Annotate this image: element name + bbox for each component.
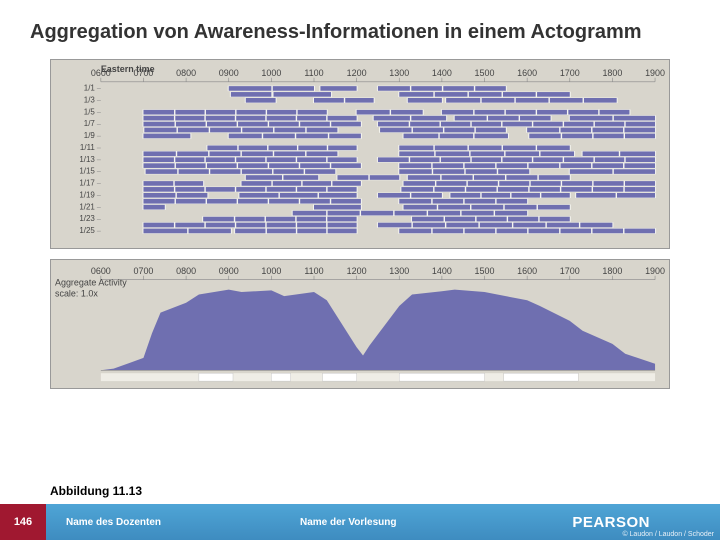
svg-text:1/21: 1/21	[79, 202, 95, 211]
svg-text:1500: 1500	[475, 266, 495, 276]
page-number: 146	[0, 504, 46, 540]
svg-text:1/19: 1/19	[79, 191, 95, 200]
svg-text:1/23: 1/23	[79, 214, 95, 223]
svg-text:1200: 1200	[347, 68, 367, 78]
svg-text:0900: 0900	[219, 266, 239, 276]
svg-text:1100: 1100	[304, 68, 323, 78]
lecturer-name: Name des Dozenten	[66, 517, 161, 528]
svg-text:1/3: 1/3	[84, 96, 96, 105]
svg-text:1700: 1700	[560, 68, 580, 78]
svg-text:1/15: 1/15	[79, 167, 95, 176]
svg-text:1900: 1900	[645, 68, 665, 78]
brand-logo: PEARSON	[572, 514, 650, 531]
footer-bar: 146 Name des Dozenten Name der Vorlesung…	[0, 504, 720, 540]
svg-text:1200: 1200	[347, 266, 367, 276]
svg-text:1000: 1000	[261, 266, 281, 276]
svg-text:1/13: 1/13	[79, 155, 95, 164]
figure-area: Eastern time0600070008000900100011001200…	[0, 54, 720, 478]
svg-text:0700: 0700	[133, 266, 153, 276]
svg-text:1900: 1900	[645, 266, 665, 276]
svg-text:1/11: 1/11	[80, 143, 96, 152]
svg-text:1500: 1500	[475, 68, 495, 78]
slide-root: Aggregation von Awareness-Informationen …	[0, 0, 720, 540]
svg-text:Aggregate Activity: Aggregate Activity	[55, 278, 127, 288]
svg-text:1300: 1300	[389, 266, 409, 276]
svg-text:0800: 0800	[176, 266, 196, 276]
svg-text:1/5: 1/5	[84, 107, 96, 116]
aggregate-panel: 0600 0700 0800 0900 1000 1100 1200 1300 1400 1500…	[50, 259, 670, 389]
svg-text:1300: 1300	[389, 68, 409, 78]
actogram-svg: Eastern time0600070008000900100011001200…	[51, 60, 669, 248]
svg-text:0600: 0600	[91, 266, 111, 276]
svg-text:1100: 1100	[304, 266, 323, 276]
svg-text:1/9: 1/9	[84, 131, 96, 140]
svg-text:1700: 1700	[560, 266, 580, 276]
svg-text:1/17: 1/17	[79, 179, 95, 188]
svg-text:1/1: 1/1	[84, 84, 96, 93]
svg-text:1800: 1800	[602, 68, 622, 78]
svg-text:1600: 1600	[517, 266, 537, 276]
svg-text:scale: 1.0x: scale: 1.0x	[55, 288, 98, 298]
svg-text:1400: 1400	[432, 266, 452, 276]
slide-title: Aggregation von Awareness-Informationen …	[0, 0, 720, 54]
svg-text:1000: 1000	[261, 68, 281, 78]
actogram-panel: Eastern time0600070008000900100011001200…	[50, 59, 670, 249]
lecture-name: Name der Vorlesung	[300, 517, 397, 528]
svg-text:0800: 0800	[176, 68, 196, 78]
svg-text:1800: 1800	[602, 266, 622, 276]
svg-text:0700: 0700	[134, 68, 154, 78]
svg-text:0900: 0900	[219, 68, 239, 78]
svg-text:1400: 1400	[432, 68, 452, 78]
aggregate-svg: 0600 0700 0800 0900 1000 1100 1200 1300 1400 1500…	[51, 260, 669, 388]
svg-text:0600: 0600	[91, 68, 111, 78]
figure-caption: Abbildung 11.13	[0, 478, 720, 504]
svg-text:1600: 1600	[517, 68, 537, 78]
copyright-text: © Laudon / Laudon / Schoder	[622, 531, 714, 538]
svg-text:1/7: 1/7	[84, 119, 96, 128]
svg-text:1/25: 1/25	[79, 226, 95, 235]
